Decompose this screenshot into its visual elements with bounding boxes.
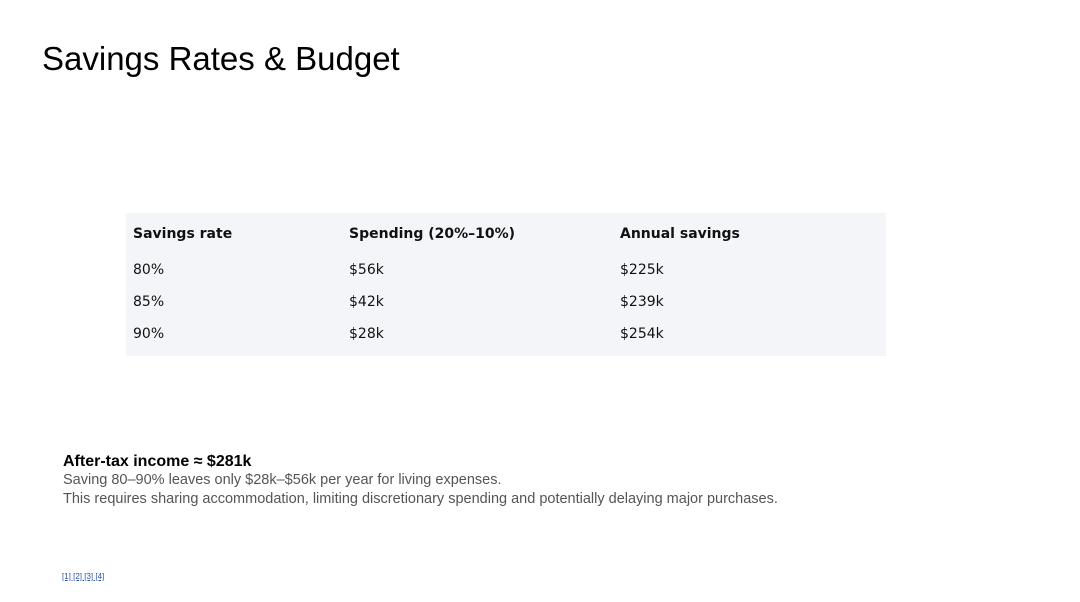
column-header-annual-savings: Annual savings — [620, 225, 740, 242]
table-row: 85% $42k $239k — [126, 286, 886, 318]
table-cell-annual-savings: $254k — [620, 326, 664, 342]
table-cell-savings-rate: 80% — [133, 262, 165, 278]
summary-line-requirements: This requires sharing accommodation, lim… — [63, 491, 778, 507]
reference-links[interactable]: [1] [2] [3] [4] — [62, 572, 105, 581]
table-cell-savings-rate: 90% — [133, 326, 165, 342]
savings-table-container: Savings rate Spending (20%–10%) Annual s… — [126, 213, 886, 356]
table-cell-spending: $28k — [349, 326, 384, 342]
table-cell-spending: $42k — [349, 294, 384, 310]
slide-title: Savings Rates & Budget — [42, 40, 400, 77]
summary-block: After-tax income ≈ $281k Saving 80–90% l… — [63, 452, 1053, 509]
column-header-spending: Spending (20%–10%) — [349, 225, 516, 242]
table-row: 90% $28k $254k — [126, 318, 886, 350]
table-cell-annual-savings: $239k — [620, 294, 664, 310]
column-header-savings-rate: Savings rate — [133, 225, 233, 242]
table-cell-savings-rate: 85% — [133, 294, 165, 310]
table-header-row: Savings rate Spending (20%–10%) Annual s… — [126, 213, 886, 254]
table-cell-annual-savings: $225k — [620, 262, 664, 278]
table-row: 80% $56k $225k — [126, 254, 886, 286]
savings-table: Savings rate Spending (20%–10%) Annual s… — [126, 213, 886, 350]
table-cell-spending: $56k — [349, 262, 384, 278]
summary-line-expenses: Saving 80–90% leaves only $28k–$56k per … — [63, 472, 502, 488]
summary-heading: After-tax income ≈ $281k — [63, 453, 252, 470]
